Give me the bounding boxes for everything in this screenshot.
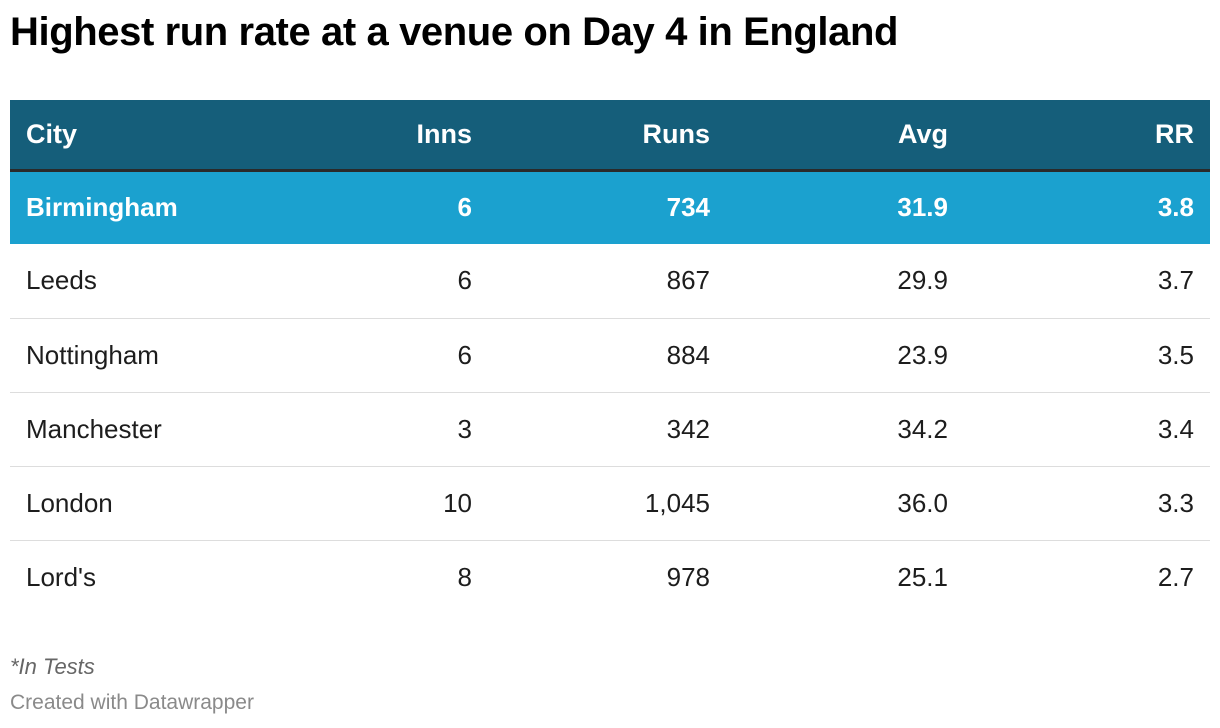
table-row: Leeds 6 867 29.9 3.7 <box>10 244 1210 318</box>
column-header-runs[interactable]: Runs <box>642 118 711 149</box>
cell-city: Leeds <box>26 265 97 296</box>
cell-city: Manchester <box>26 413 162 444</box>
cell-avg: 29.9 <box>897 265 948 296</box>
column-header-inns[interactable]: Inns <box>416 118 472 149</box>
table-row: Lord's 8 978 25.1 2.7 <box>10 540 1210 614</box>
cell-inns: 10 <box>443 487 472 518</box>
column-header-city[interactable]: City <box>26 118 78 149</box>
cell-runs: 1,045 <box>644 487 710 518</box>
cell-avg: 31.9 <box>897 192 948 223</box>
cell-city: London <box>26 487 113 518</box>
cell-avg: 23.9 <box>897 339 948 370</box>
cell-runs: 978 <box>666 561 710 592</box>
credit-line: Created with Datawrapper <box>10 691 254 714</box>
cell-rr: 3.5 <box>1157 339 1194 370</box>
cell-city: Nottingham <box>26 339 159 370</box>
data-table-container: City Inns Runs Avg RR Birmingham 6 734 3… <box>10 100 1210 614</box>
table-row: London 10 1,045 36.0 3.3 <box>10 466 1210 540</box>
cell-avg: 34.2 <box>897 413 948 444</box>
footnote: *In Tests <box>10 654 95 679</box>
cell-rr: 3.7 <box>1157 265 1194 296</box>
cell-city: Birmingham <box>26 192 178 223</box>
table-row: Manchester 3 342 34.2 3.4 <box>10 392 1210 466</box>
cell-inns: 3 <box>457 413 472 444</box>
cell-inns: 6 <box>457 265 472 296</box>
data-table: City Inns Runs Avg RR Birmingham 6 734 3… <box>10 100 1210 614</box>
cell-rr: 3.8 <box>1157 192 1194 223</box>
column-header-avg[interactable]: Avg <box>897 118 948 149</box>
cell-inns: 6 <box>457 339 472 370</box>
cell-runs: 884 <box>666 339 710 370</box>
cell-inns: 8 <box>457 561 472 592</box>
cell-rr: 3.4 <box>1157 413 1194 444</box>
cell-runs: 342 <box>666 413 710 444</box>
table-row: Nottingham 6 884 23.9 3.5 <box>10 318 1210 392</box>
column-header-rr[interactable]: RR <box>1155 118 1194 149</box>
cell-avg: 25.1 <box>897 561 948 592</box>
table-header: City Inns Runs Avg RR <box>10 100 1210 170</box>
table-body: Birmingham 6 734 31.9 3.8 Leeds 6 867 29… <box>10 170 1210 614</box>
cell-runs: 867 <box>666 265 710 296</box>
table-row: Birmingham 6 734 31.9 3.8 <box>10 170 1210 244</box>
cell-city: Lord's <box>26 561 97 592</box>
cell-avg: 36.0 <box>897 487 948 518</box>
cell-runs: 734 <box>666 192 710 223</box>
cell-inns: 6 <box>457 192 472 223</box>
cell-rr: 2.7 <box>1157 561 1194 592</box>
cell-rr: 3.3 <box>1157 487 1194 518</box>
chart-title: Highest run rate at a venue on Day 4 in … <box>10 10 899 54</box>
header-row: City Inns Runs Avg RR <box>10 100 1210 170</box>
